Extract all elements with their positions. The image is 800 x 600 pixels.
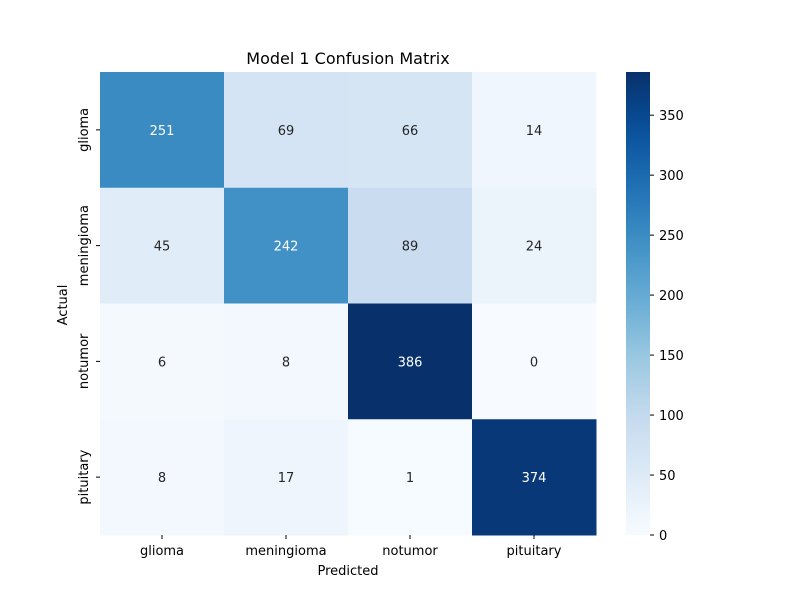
colorbar-tick-label: 150 [659, 349, 684, 364]
x-tick-label: notumor [382, 544, 438, 559]
cell-value-label: 386 [398, 355, 423, 370]
y-tick-label: pituitary [77, 449, 92, 504]
colorbar-tick-label: 100 [659, 409, 684, 424]
heatmap-cell [472, 303, 597, 420]
heatmap-cell [348, 72, 473, 189]
colorbar-tick-label: 250 [659, 229, 684, 244]
y-tick-label: meningioma [77, 205, 92, 286]
cell-value-label: 24 [526, 240, 543, 255]
heatmap-cell [472, 419, 597, 536]
colorbar-tick-label: 0 [659, 529, 667, 544]
heatmap-cell [100, 187, 225, 304]
heatmap-cell [100, 303, 225, 420]
heatmap-cell [224, 187, 349, 304]
x-axis-ticks: glioma meningioma notumor pituitary [140, 535, 562, 559]
heatmap-cell [348, 187, 473, 304]
cell-value-label: 242 [274, 240, 299, 255]
cell-value-label: 69 [278, 124, 295, 139]
y-tick-label: notumor [77, 333, 92, 389]
colorbar-tick-label: 300 [659, 169, 684, 184]
heatmap-cell [472, 187, 597, 304]
heatmap-cell [348, 303, 473, 420]
heatmap-cell [472, 72, 597, 189]
y-axis-label: Actual [56, 285, 71, 326]
heatmap-cell [100, 419, 225, 536]
y-tick-label: glioma [77, 108, 92, 152]
cell-value-label: 14 [526, 124, 543, 139]
colorbar [626, 72, 650, 535]
cell-value-label: 374 [522, 471, 547, 486]
x-axis-label: Predicted [317, 564, 378, 579]
colorbar-tick-label: 200 [659, 289, 684, 304]
cell-value-label: 1 [406, 471, 414, 486]
heatmap-cell [100, 72, 225, 189]
heatmap-cell [224, 72, 349, 189]
cell-value-label: 17 [278, 471, 295, 486]
cell-value-label: 0 [530, 355, 538, 370]
heatmap-cells: 251 69 66 14 45 242 89 24 6 8 386 0 8 17 1 374 [100, 72, 597, 536]
cell-value-label: 8 [158, 471, 166, 486]
x-tick-label: meningioma [245, 544, 326, 559]
cell-value-label: 6 [158, 355, 166, 370]
colorbar-tick-label: 350 [659, 109, 684, 124]
x-tick-label: pituitary [507, 544, 562, 559]
colorbar-tick-label: 50 [659, 469, 676, 484]
colorbar-ticks: 0 50 100 150 200 250 300 350 [650, 109, 684, 544]
cell-value-label: 89 [402, 240, 419, 255]
x-tick-label: glioma [140, 544, 184, 559]
cell-value-label: 66 [402, 124, 419, 139]
y-axis-ticks: glioma meningioma notumor pituitary [77, 108, 100, 505]
heatmap-cell [224, 419, 349, 536]
cell-value-label: 251 [150, 124, 175, 139]
cell-value-label: 45 [154, 240, 171, 255]
chart-title: Model 1 Confusion Matrix [246, 49, 449, 68]
cell-value-label: 8 [282, 355, 290, 370]
heatmap-cell [224, 303, 349, 420]
heatmap-cell [348, 419, 473, 536]
